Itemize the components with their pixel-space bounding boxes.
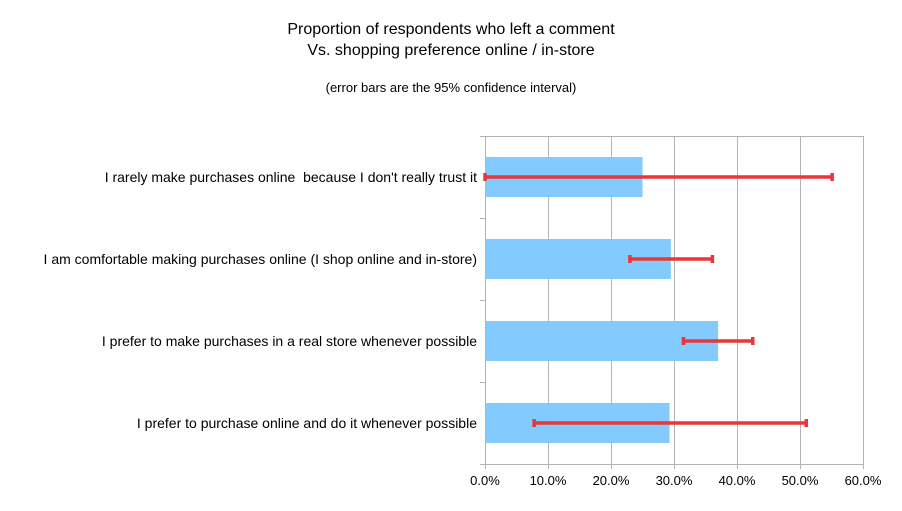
axes xyxy=(480,136,864,469)
chart-note: (error bars are the 95% confidence inter… xyxy=(326,80,577,95)
category-label: I am comfortable making purchases online… xyxy=(44,251,477,267)
x-tick-label: 40.0% xyxy=(719,473,756,488)
x-tick-label: 60.0% xyxy=(845,473,882,488)
category-label: I rarely make purchases online because I… xyxy=(105,169,477,185)
x-tick-label: 20.0% xyxy=(593,473,630,488)
category-label: I prefer to purchase online and do it wh… xyxy=(137,415,477,431)
chart-title: Proportion of respondents who left a com… xyxy=(287,21,615,38)
x-tick-label: 10.0% xyxy=(530,473,567,488)
category-label: I prefer to make purchases in a real sto… xyxy=(102,333,477,349)
error-bars xyxy=(483,173,834,427)
x-tick-label: 30.0% xyxy=(656,473,693,488)
category-labels: I rarely make purchases online because I… xyxy=(44,169,478,431)
x-tick-label: 50.0% xyxy=(782,473,819,488)
bars xyxy=(486,157,719,443)
bar xyxy=(486,321,719,361)
x-tick-labels: 0.0% 10.0% 20.0% 30.0% 40.0% 50.0% 60.0% xyxy=(470,473,882,488)
chart-subtitle: Vs. shopping preference online / in-stor… xyxy=(307,42,594,59)
x-tick-label: 0.0% xyxy=(470,473,500,488)
